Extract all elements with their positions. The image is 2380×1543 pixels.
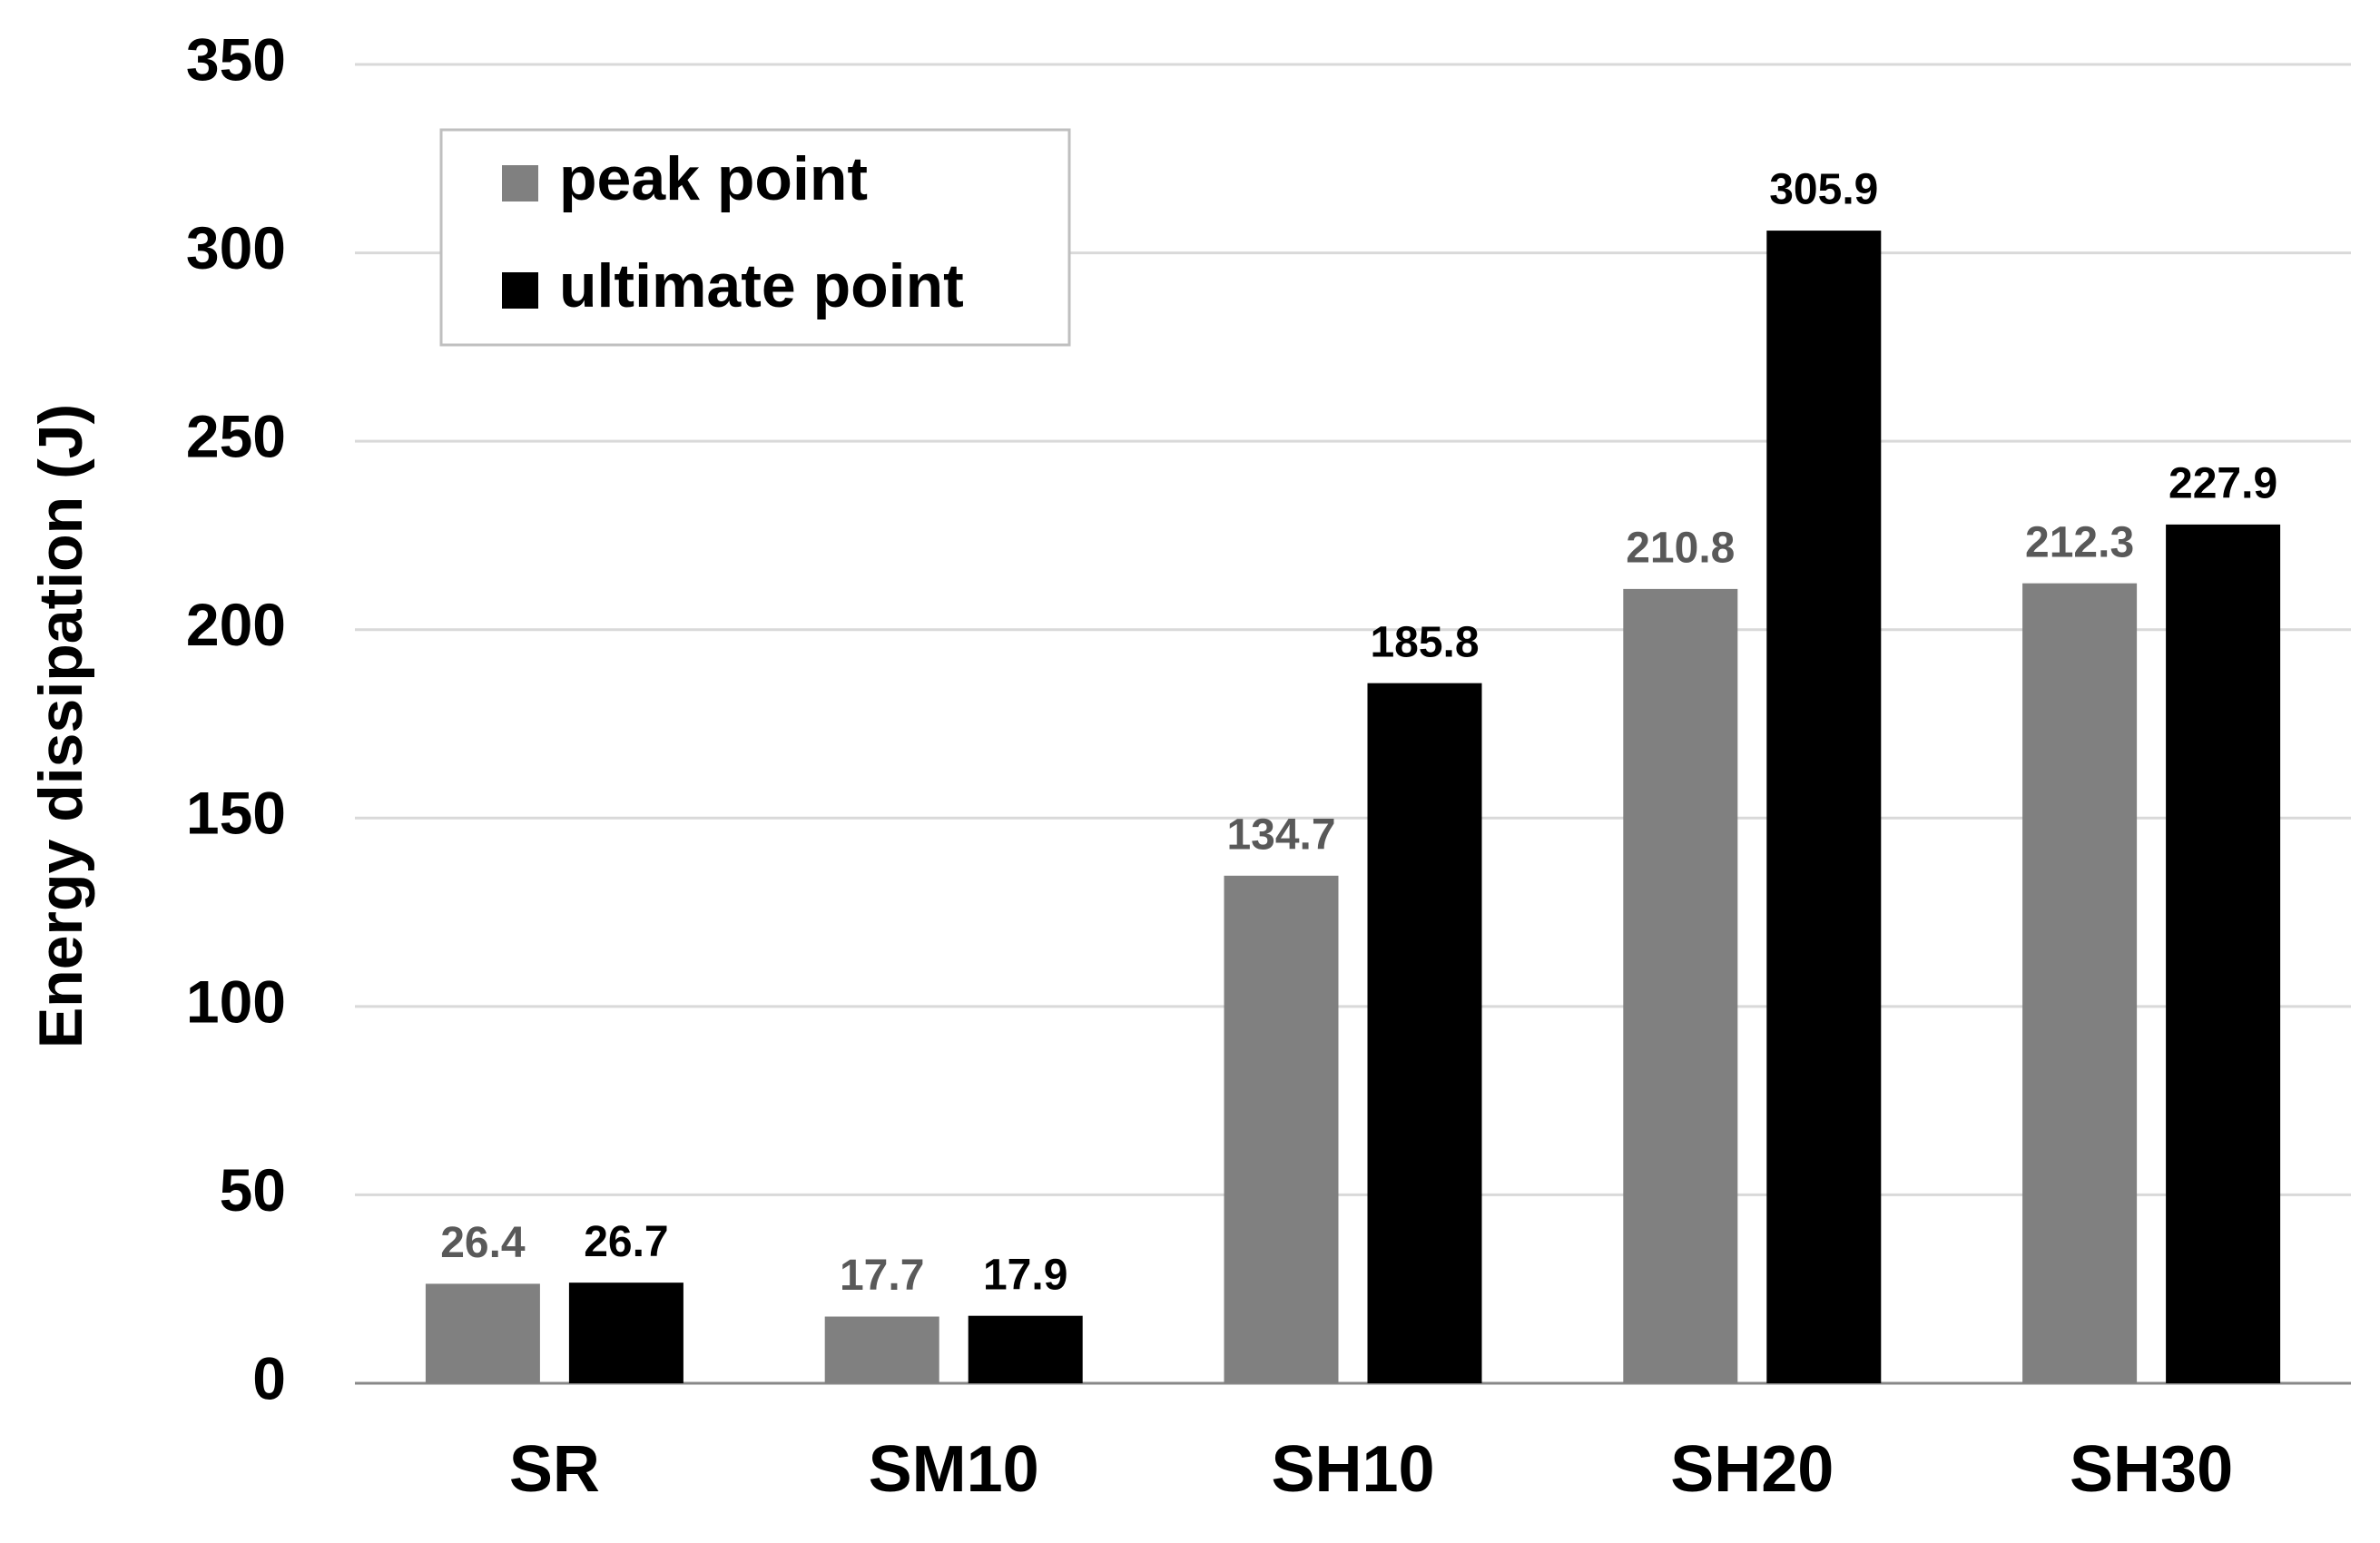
x-tick-label: SM10 — [869, 1433, 1039, 1506]
bar — [1766, 231, 1882, 1383]
bar — [968, 1315, 1083, 1383]
value-label: 17.9 — [983, 1251, 1067, 1299]
bar — [1623, 588, 1738, 1383]
value-label: 210.8 — [1626, 525, 1735, 573]
value-label: 134.7 — [1226, 811, 1335, 859]
y-tick-label: 50 — [220, 1156, 286, 1224]
value-label: 26.4 — [440, 1219, 526, 1267]
value-label: 212.3 — [2025, 518, 2134, 566]
legend-label: peak point — [559, 144, 868, 213]
bar — [2022, 583, 2138, 1383]
x-tick-label: SH20 — [1670, 1433, 1834, 1506]
x-tick-label: SH10 — [1271, 1433, 1434, 1506]
bar — [1367, 683, 1482, 1383]
legend-label: ultimate point — [559, 251, 964, 320]
legend-swatch — [502, 272, 538, 309]
y-tick-label: 0 — [252, 1344, 286, 1411]
y-tick-label: 200 — [186, 591, 286, 658]
legend-box — [439, 128, 1071, 347]
y-tick-label: 150 — [186, 780, 286, 847]
x-tick-label: SR — [509, 1433, 600, 1506]
value-label: 305.9 — [1769, 166, 1878, 214]
bar — [1224, 875, 1339, 1383]
legend-swatch — [502, 165, 538, 201]
value-label: 227.9 — [2169, 460, 2277, 508]
bar — [2166, 524, 2281, 1383]
bar — [425, 1283, 540, 1383]
value-label: 17.7 — [840, 1252, 924, 1300]
y-tick-label: 350 — [186, 25, 286, 93]
bar — [568, 1283, 684, 1383]
value-label: 185.8 — [1370, 618, 1479, 666]
value-label: 26.7 — [584, 1218, 668, 1266]
y-tick-label: 100 — [186, 968, 286, 1035]
x-tick-label: SH30 — [2070, 1433, 2233, 1506]
y-axis-title: Energy dissipation (J) — [26, 404, 95, 1048]
bar — [824, 1316, 939, 1383]
y-tick-label: 300 — [186, 214, 286, 281]
y-tick-label: 250 — [186, 403, 286, 470]
